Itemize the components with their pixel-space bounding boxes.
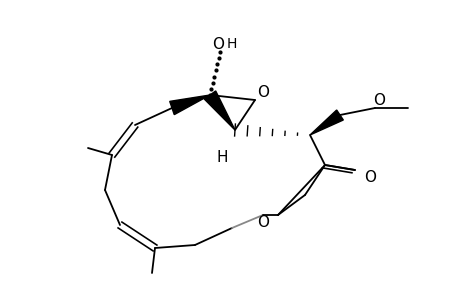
Polygon shape: [169, 95, 210, 115]
Text: O: O: [363, 170, 375, 185]
Text: O: O: [212, 37, 224, 52]
Polygon shape: [204, 91, 235, 130]
Text: H: H: [216, 149, 227, 164]
Text: O: O: [257, 215, 269, 230]
Polygon shape: [309, 110, 342, 135]
Text: H: H: [226, 37, 237, 51]
Text: O: O: [372, 92, 384, 107]
Text: O: O: [257, 85, 269, 100]
